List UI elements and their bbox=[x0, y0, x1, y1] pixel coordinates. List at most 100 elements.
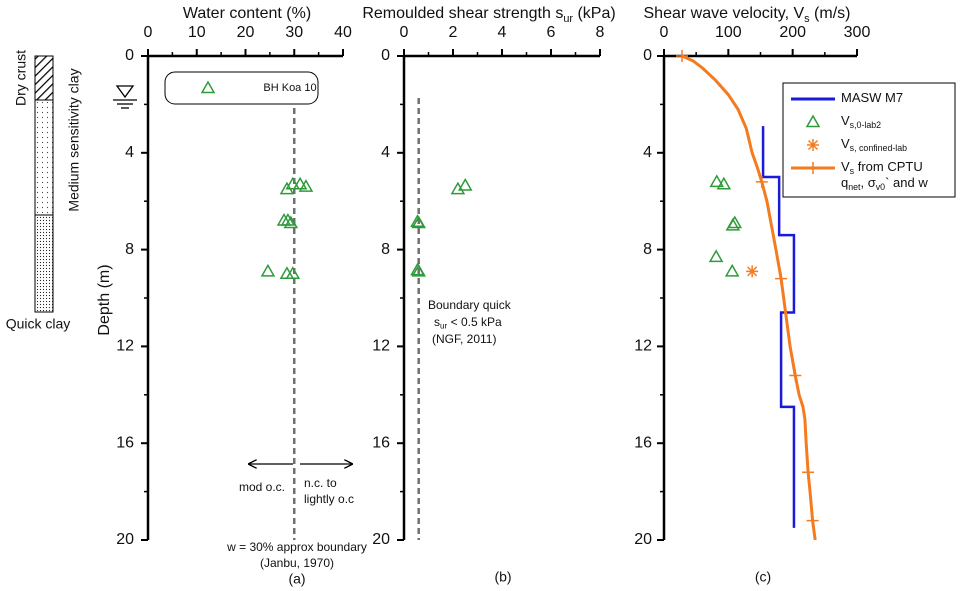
x-tick-label: 2 bbox=[449, 24, 458, 41]
water-table-symbol bbox=[115, 85, 135, 99]
y-axis-label: Depth (m) bbox=[96, 264, 113, 335]
annotation-part: n.c. to bbox=[304, 476, 337, 490]
dry-crust-layer bbox=[34, 55, 54, 101]
annotation: Boundary quick bbox=[428, 298, 512, 312]
x-tick-label: 0 bbox=[144, 24, 153, 41]
triangle-marker bbox=[805, 114, 821, 128]
legend-label: Vs from CPTU bbox=[841, 159, 923, 176]
legend-label-part: q bbox=[841, 175, 848, 190]
axis-title: Shear wave velocity, Vs (m/s) bbox=[644, 5, 851, 24]
y-tick-label: 0 bbox=[125, 47, 134, 64]
annotation-part: w = 30% approx boundary bbox=[226, 540, 367, 554]
triangle-marker bbox=[292, 176, 308, 190]
y-tick-label: 8 bbox=[381, 241, 390, 258]
axis-title-part: ur bbox=[563, 13, 573, 25]
axis-title: Water content (%) bbox=[183, 5, 311, 22]
series-line bbox=[681, 54, 817, 541]
quick-clay-layer bbox=[34, 214, 54, 313]
x-tick-label: 40 bbox=[334, 24, 352, 41]
legend-label-part: net bbox=[848, 182, 861, 192]
plus-marker bbox=[789, 369, 802, 382]
x-tick-label: 0 bbox=[660, 24, 669, 41]
triangle-marker bbox=[298, 179, 314, 192]
triangle-marker bbox=[285, 176, 301, 190]
y-tick-label: 0 bbox=[643, 47, 652, 64]
legend-label-part: v0 bbox=[876, 182, 885, 192]
medium-clay-layer bbox=[34, 99, 54, 216]
legend-label: MASW M7 bbox=[841, 90, 903, 105]
annotation: n.c. to bbox=[304, 476, 337, 490]
legend-label-part: MASW M7 bbox=[841, 90, 903, 105]
layer-label: Quick clay bbox=[6, 316, 71, 332]
annotation-part: ur bbox=[440, 322, 448, 331]
legend-label-part: V bbox=[841, 159, 850, 174]
y-tick-label: 0 bbox=[381, 47, 390, 64]
triangle-marker bbox=[725, 217, 741, 231]
plus-marker bbox=[807, 162, 819, 174]
annotation-part: s bbox=[434, 315, 440, 329]
legend-label-part: , σ bbox=[861, 175, 876, 190]
panel-label: (a) bbox=[288, 571, 305, 587]
layer-label: Medium sensitivity clay bbox=[66, 68, 82, 211]
series-line bbox=[761, 126, 796, 528]
legend-label: Vs,0-lab2 bbox=[841, 113, 881, 130]
triangle-marker bbox=[200, 80, 216, 94]
water-table bbox=[113, 85, 137, 109]
legend-label: Vs, confined-lab bbox=[841, 136, 907, 153]
triangle-marker bbox=[457, 177, 473, 191]
panel-label: (b) bbox=[494, 569, 511, 585]
legend-label-part: V bbox=[841, 136, 850, 151]
plus-marker bbox=[775, 272, 788, 285]
legend-label-part: s bbox=[850, 166, 855, 176]
plus-marker bbox=[806, 514, 819, 527]
plus-marker bbox=[755, 175, 768, 188]
plus-marker bbox=[676, 50, 689, 62]
star-marker bbox=[746, 265, 759, 278]
annotation: sur < 0.5 kPa bbox=[434, 315, 502, 331]
legend-label-part: V bbox=[841, 113, 850, 128]
y-tick-label: 12 bbox=[634, 338, 652, 355]
triangle-marker bbox=[283, 215, 299, 229]
triangle-marker bbox=[709, 174, 725, 188]
plus-marker bbox=[802, 466, 815, 479]
axis-title-part: (m/s) bbox=[810, 5, 851, 22]
legend-label-part: s, confined-lab bbox=[850, 143, 908, 153]
annotation-part: (Janbu, 1970) bbox=[260, 556, 334, 570]
layer-label: Dry crust bbox=[13, 50, 29, 106]
legend-label-part: BH Koa 10 bbox=[263, 82, 316, 94]
triangle-marker bbox=[260, 263, 276, 277]
x-tick-label: 10 bbox=[188, 24, 206, 41]
x-tick-label: 300 bbox=[844, 24, 871, 41]
annotation: (NGF, 2011) bbox=[432, 332, 496, 346]
panel-label: (c) bbox=[755, 569, 771, 585]
legend-label: BH Koa 10 bbox=[263, 82, 316, 94]
y-tick-label: 4 bbox=[381, 144, 390, 161]
x-tick-label: 4 bbox=[498, 24, 507, 41]
annotation: (Janbu, 1970) bbox=[260, 556, 334, 570]
y-tick-label: 4 bbox=[643, 144, 652, 161]
y-tick-label: 16 bbox=[116, 434, 134, 451]
annotation-part: < 0.5 kPa bbox=[447, 315, 502, 329]
y-tick-label: 8 bbox=[643, 241, 652, 258]
y-tick-label: 20 bbox=[634, 531, 652, 548]
annotation-part: mod o.c. bbox=[239, 480, 285, 494]
triangle-marker bbox=[285, 266, 301, 280]
triangle-marker bbox=[411, 263, 426, 277]
y-tick-label: 12 bbox=[372, 338, 390, 355]
y-tick-label: 4 bbox=[125, 144, 134, 161]
triangle-marker bbox=[411, 215, 426, 229]
legend-label-part: from CPTU bbox=[854, 159, 923, 174]
axis-title: Remoulded shear strength sur (kPa) bbox=[362, 5, 615, 24]
y-tick-label: 16 bbox=[372, 434, 390, 451]
x-tick-label: 6 bbox=[547, 24, 556, 41]
y-tick-label: 12 bbox=[116, 338, 134, 355]
annotation-part: (NGF, 2011) bbox=[432, 332, 496, 346]
y-tick-label: 20 bbox=[116, 531, 134, 548]
legend-box bbox=[164, 71, 319, 105]
star-marker bbox=[807, 139, 819, 151]
triangle-marker bbox=[724, 263, 740, 277]
legend-box bbox=[782, 82, 956, 198]
x-tick-label: 200 bbox=[779, 24, 806, 41]
axis-title-part: Shear wave velocity, V bbox=[644, 5, 805, 22]
